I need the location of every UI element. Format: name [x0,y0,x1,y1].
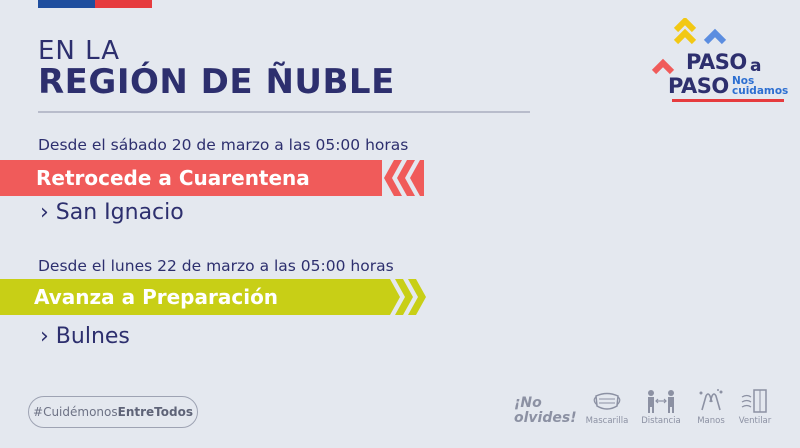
ventilate-icon [741,389,767,413]
logo-a: a [750,56,762,76]
distance-icon [648,390,674,413]
hashtag-bold: EntreTodos [117,405,193,419]
header-line1: EN LA [38,36,121,66]
paso-a-paso-logo-icon [651,18,727,75]
care-item-distance: Distancia [636,388,686,426]
section-1-place: › San Ignacio [40,200,184,225]
logo-paso-1: PASO [686,50,747,74]
section-1-action: Retrocede a Cuarentena [36,166,310,190]
care-item-mask: Mascarilla [582,388,632,426]
section-2-place: › Bulnes [40,324,130,349]
logo-paso-2: PASO [668,74,729,98]
flag-red-stripe [95,0,152,8]
hashtag-prefix: #Cuidémonos [33,405,118,419]
care-label-mask: Mascarilla [585,416,629,426]
section-2-band: Avanza a Preparación [0,279,390,315]
header-divider [38,111,530,113]
logo-cuidamos: cuidamos [732,85,789,97]
care-label-ventilate: Ventilar [738,416,772,426]
section-2-date: Desde el lunes 22 de marzo a las 05:00 h… [38,257,394,275]
care-label-hands: Manos [697,416,725,426]
flag-blue-stripe [38,0,95,8]
chevron-right-icon [386,279,434,315]
page-title: REGIÓN DE ÑUBLE [38,62,395,102]
flag-bar [38,0,152,8]
section-2-action: Avanza a Preparación [34,285,279,309]
care-item-ventilate: Ventilar [730,388,780,426]
section-1-band: Retrocede a Cuarentena [0,160,382,196]
reminder-line2: olvides! [514,410,577,426]
reminder-line1: ¡No [514,395,542,411]
logo-underline [672,99,784,102]
reminder-text: ¡No olvides! [514,396,577,426]
logo-nos: Nos [732,75,755,87]
care-label-distance: Distancia [641,416,681,426]
mask-icon [593,392,621,410]
section-1-date: Desde el sábado 20 de marzo a las 05:00 … [38,136,409,154]
hashtag-badge: #Cuidémonos EntreTodos [28,396,198,428]
hands-icon [699,389,723,411]
care-item-hands: Manos [686,388,736,426]
chevron-left-icon [376,160,424,196]
logo-tagline: Nos cuidamos [732,75,789,97]
